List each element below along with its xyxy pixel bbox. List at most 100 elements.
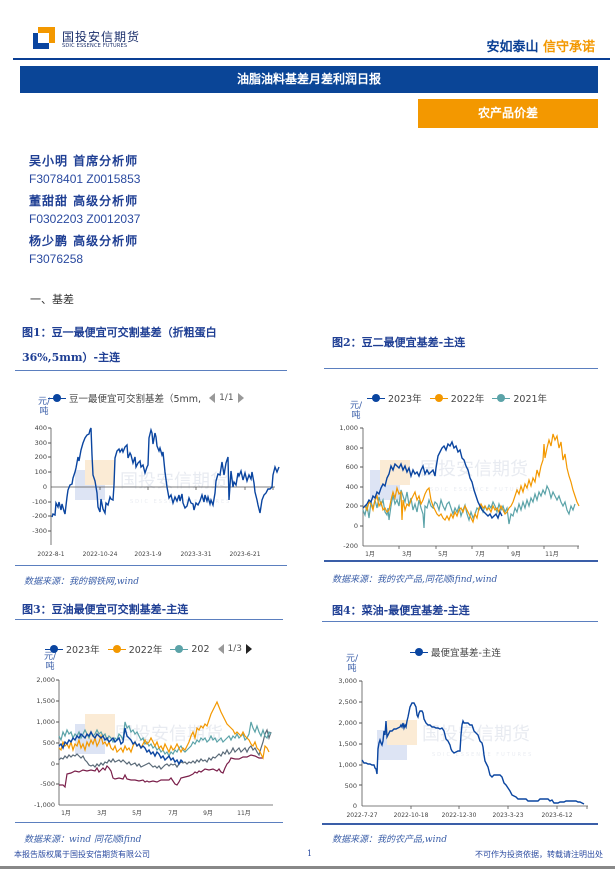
legend-marker-icon <box>48 394 66 402</box>
figure-3-legend: 2023年 2022年 202 1/3 <box>45 642 252 656</box>
figure-4-source: 数据来源：我的农产品,wind <box>332 835 448 845</box>
company-logo-subtext: SDIC ESSENCE FUTURES <box>62 43 128 49</box>
svg-text:3,000: 3,000 <box>338 677 357 685</box>
legend-item[interactable]: 202 <box>170 643 210 655</box>
svg-text:800: 800 <box>346 444 358 452</box>
prev-page-icon[interactable] <box>217 644 224 654</box>
figure-4-title: 图4：菜油-最便宜基差-主连 <box>332 604 470 617</box>
legend-marker-icon <box>429 394 448 402</box>
svg-text:1,500: 1,500 <box>338 740 357 748</box>
legend-item[interactable]: 2023年 <box>45 642 100 656</box>
figure-1-chart: 国投安信期货 SDIC ESSENCE FUTURES 400 300 200 … <box>32 424 280 558</box>
svg-text:600: 600 <box>346 463 358 471</box>
svg-text:7月: 7月 <box>168 810 178 817</box>
figure-1-unit: 元/吨 <box>38 397 51 417</box>
next-page-icon[interactable] <box>237 393 244 403</box>
figure-1-source: 数据来源：我的钢铁网,wind <box>24 577 140 587</box>
legend-marker-icon <box>410 648 428 656</box>
figure-4-unit: 元/吨 <box>346 654 359 674</box>
legend-label: 2021年 <box>513 394 548 405</box>
svg-text:400: 400 <box>346 483 358 491</box>
header-divider <box>13 58 610 60</box>
svg-text:-100: -100 <box>32 498 47 506</box>
footer-divider <box>0 866 615 869</box>
legend-label: 2022年 <box>128 645 163 656</box>
analyst-id: F3078401 Z0015853 <box>29 172 141 186</box>
figure-3-chart: 国投安信期货 2,000 1,500 1,000 500 0 -500 -1,0… <box>34 676 273 817</box>
svg-text:300: 300 <box>35 439 47 447</box>
svg-text:0: 0 <box>353 802 357 810</box>
svg-text:5月: 5月 <box>132 810 142 817</box>
figure-1-legend: 豆一最便宜可交割基差（5mm, 1/1 <box>48 391 244 405</box>
svg-text:1,000: 1,000 <box>339 424 358 432</box>
svg-text:11月: 11月 <box>237 810 251 817</box>
svg-text:1,000: 1,000 <box>338 761 357 769</box>
figure-2-source: 数据来源：我的农产品,同花顺ifind,wind <box>332 575 498 585</box>
svg-text:-500: -500 <box>40 780 55 788</box>
figure-2-rule <box>324 368 598 369</box>
figure-3-rule <box>15 619 283 620</box>
legend-marker-icon <box>45 645 63 653</box>
figure-4-bottom-rule <box>322 823 598 825</box>
svg-text:1月: 1月 <box>61 810 71 817</box>
svg-text:100: 100 <box>35 468 47 476</box>
footer-disclaimer: 不可作为投资依据，转载请注明出处 <box>475 850 603 859</box>
legend-pager: 1/1 <box>209 393 244 403</box>
legend-pager: 1/3 <box>217 644 252 654</box>
legend-item[interactable]: 豆一最便宜可交割基差（5mm, <box>48 391 201 405</box>
legend-label: 2023年 <box>66 645 100 656</box>
svg-text:2,000: 2,000 <box>338 719 357 727</box>
prev-page-icon[interactable] <box>209 393 216 403</box>
svg-text:1月: 1月 <box>365 551 375 558</box>
legend-item[interactable]: 最便宜基差-主连 <box>410 645 501 659</box>
legend-label: 最便宜基差-主连 <box>431 648 501 659</box>
svg-text:-1,000: -1,000 <box>34 801 55 809</box>
svg-text:9月: 9月 <box>511 551 521 558</box>
figure-4-legend: 最便宜基差-主连 <box>410 645 501 659</box>
figure-2-unit: 元/吨 <box>350 401 363 421</box>
figure-3-unit: 元/吨 <box>44 652 57 672</box>
svg-text:2022-10-24: 2022-10-24 <box>83 551 118 558</box>
figure-4-chart: 国投安信期货 SDIC ESSENCE FUTURES 3,000 2,500 … <box>338 677 588 819</box>
svg-text:2023-3-31: 2023-3-31 <box>180 551 211 558</box>
svg-text:7月: 7月 <box>475 551 485 558</box>
svg-text:0: 0 <box>43 483 47 491</box>
legend-label: 202 <box>191 643 210 655</box>
svg-text:1,500: 1,500 <box>36 697 55 705</box>
legend-item[interactable]: 2022年 <box>429 391 485 405</box>
page-number: 1 <box>307 849 313 858</box>
legend-label: 豆一最便宜可交割基差（5mm, <box>69 394 202 405</box>
analyst-name: 董甜甜 高级分析师 <box>29 194 139 208</box>
legend-label: 2022年 <box>450 394 485 405</box>
figure-3-title: 图3：豆油最便宜可交割基差-主连 <box>22 603 189 616</box>
analyst-name: 吴小明 首席分析师 <box>29 154 139 168</box>
svg-text:5月: 5月 <box>438 551 448 558</box>
legend-marker-icon <box>367 394 385 402</box>
svg-text:200: 200 <box>346 502 358 510</box>
figure-2-chart: 国投安信期货 SDIC ESSENCE FUTURES 1,000 800 60… <box>339 424 580 558</box>
watermark: 国投安信期货 SDIC ESSENCE FUTURES <box>370 459 529 500</box>
legend-item[interactable]: 2021年 <box>492 391 547 405</box>
legend-marker-icon <box>107 645 126 653</box>
next-page-icon[interactable] <box>246 644 252 654</box>
svg-text:11月: 11月 <box>545 551 559 558</box>
figure-1-title: 图1：豆一最便宜可交割基差（折粗蛋白 <box>22 326 217 339</box>
svg-text:2022-10-18: 2022-10-18 <box>394 812 429 819</box>
svg-text:国投安信期货: 国投安信期货 <box>120 471 228 492</box>
category-tag: 农产品价差 <box>418 99 598 128</box>
svg-text:2023-6-12: 2023-6-12 <box>541 812 572 819</box>
analyst-name: 杨少鹏 高级分析师 <box>29 234 139 248</box>
svg-text:2022-7-27: 2022-7-27 <box>346 812 377 819</box>
svg-text:1,000: 1,000 <box>36 718 55 726</box>
legend-item[interactable]: 2022年 <box>107 642 163 656</box>
section-heading: 一、基差 <box>30 293 74 306</box>
svg-text:2,000: 2,000 <box>36 676 55 684</box>
svg-text:-200: -200 <box>343 542 358 550</box>
figure-3-source: 数据来源：wind 同花顺ifind <box>24 835 142 845</box>
svg-text:9月: 9月 <box>203 810 213 817</box>
report-title-banner: 油脂油料基差月差利润日报 <box>20 66 598 93</box>
figure-2-bottom-rule <box>324 560 598 562</box>
svg-text:-300: -300 <box>32 527 47 535</box>
svg-text:2,500: 2,500 <box>338 698 357 706</box>
legend-item[interactable]: 2023年 <box>367 391 422 405</box>
